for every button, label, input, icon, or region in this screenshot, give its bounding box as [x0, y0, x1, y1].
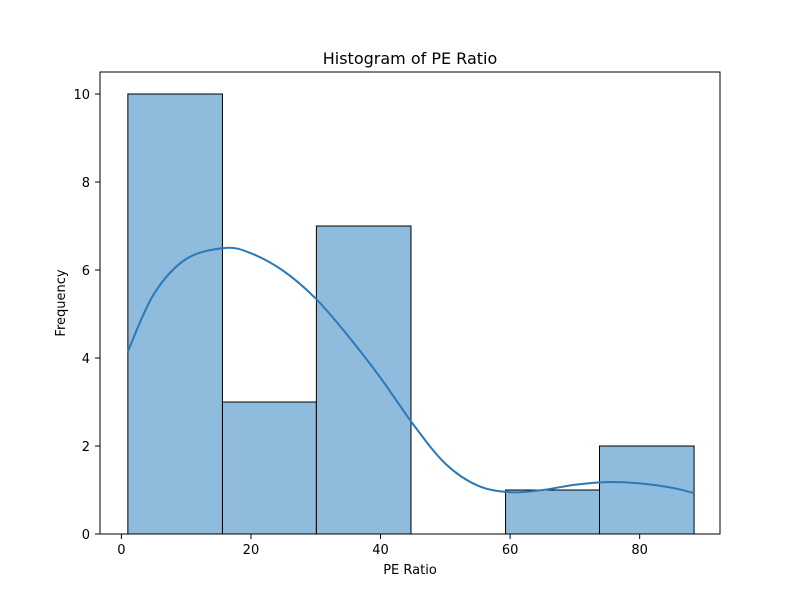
x-axis-label: PE Ratio — [383, 563, 437, 578]
kde-layer — [126, 246, 695, 495]
x-tick-label: 40 — [372, 543, 389, 558]
histogram-bar — [505, 489, 600, 535]
kde-curve — [126, 246, 695, 495]
chart-title: Histogram of PE Ratio — [323, 49, 498, 68]
x-tick-label: 0 — [117, 543, 125, 558]
x-ticks: 0 20 40 60 80 — [117, 534, 648, 558]
bars-layer — [127, 93, 695, 535]
x-tick-label: 20 — [243, 543, 260, 558]
y-tick-label: 4 — [82, 352, 90, 367]
x-tick-label: 60 — [502, 543, 519, 558]
histogram-bar — [127, 93, 223, 535]
y-tick-label: 8 — [82, 176, 90, 191]
y-tick-label: 10 — [73, 88, 90, 103]
histogram-bar — [221, 401, 317, 535]
histogram-bar — [315, 225, 412, 535]
x-tick-label: 80 — [631, 543, 648, 558]
y-ticks: 0 2 4 6 8 10 — [73, 88, 100, 543]
y-tick-label: 0 — [82, 528, 90, 543]
y-axis-label: Frequency — [54, 269, 69, 336]
y-tick-label: 2 — [82, 440, 90, 455]
plot-frame — [99, 71, 721, 535]
y-tick-label: 6 — [82, 264, 90, 279]
